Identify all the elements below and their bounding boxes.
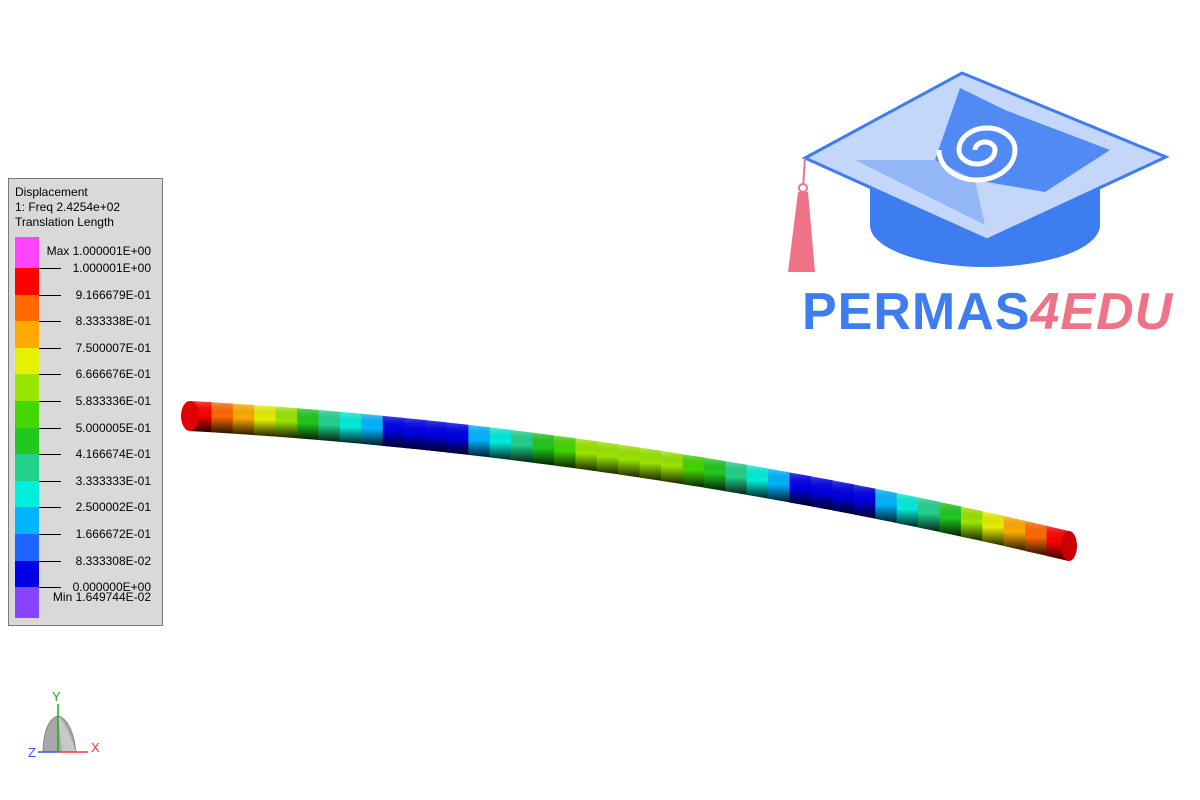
- beam-end-cap-right: [1061, 531, 1077, 561]
- beam-segment-shading: [768, 468, 791, 503]
- legend-band: [15, 268, 39, 295]
- beam-segment-shading: [425, 420, 448, 453]
- beam-segment-shading: [703, 457, 727, 492]
- legend-tick: [39, 427, 61, 429]
- beam-segment-shading: [575, 438, 598, 472]
- beam-segment-shading: [725, 461, 748, 495]
- legend-tick-label: 8.333338E-01: [75, 314, 151, 329]
- legend-band: [15, 237, 39, 268]
- beam-segment-shading: [468, 424, 491, 458]
- beam-segment-shading: [832, 480, 855, 515]
- logo-sub-text: 4EDU: [1030, 283, 1174, 341]
- legend-min-label: Min 1.649744E-02: [52, 590, 151, 604]
- legend-tick: [39, 347, 61, 349]
- legend-band: [15, 480, 39, 508]
- legend-band: [15, 401, 39, 428]
- beam-segment-shading: [1025, 520, 1048, 556]
- legend-tick: [39, 294, 61, 296]
- legend-band: [15, 427, 39, 455]
- logo-text: PERMAS4EDU: [802, 282, 1173, 342]
- legend-band: [15, 454, 39, 482]
- legend-band: [15, 347, 39, 375]
- legend-component: Translation Length: [15, 215, 114, 229]
- legend-band: [15, 534, 39, 561]
- beam-segment-shading: [361, 413, 384, 446]
- z-axis-label: Z: [28, 745, 36, 760]
- beam-segment-shading: [982, 511, 1005, 547]
- legend-tick: [39, 268, 61, 269]
- legend-tick: [39, 454, 61, 456]
- beam-segment-shading: [232, 403, 256, 436]
- beam-segment-shading: [853, 484, 877, 519]
- legend-tick-label: 8.333308E-02: [75, 553, 151, 568]
- beam-segment-shading: [489, 427, 513, 461]
- beam-segment-shading: [254, 405, 277, 437]
- legend-tick: [39, 534, 61, 535]
- legend-quantity: Displacement: [15, 185, 88, 199]
- beam-segment-shading: [682, 454, 705, 488]
- legend-tick-label: 4.166674E-01: [75, 447, 151, 462]
- legend-band: [15, 321, 39, 349]
- legend-band: [15, 374, 39, 402]
- legend-tick-label: 2.500002E-01: [75, 500, 151, 515]
- legend-tick: [39, 560, 61, 562]
- beam-segment-shading: [446, 422, 470, 455]
- legend-tick-label: 9.166679E-01: [75, 287, 151, 302]
- beam-segment-shading: [275, 406, 298, 439]
- beam-segment-shading: [532, 432, 555, 466]
- legend-tick-label: 3.333333E-01: [75, 473, 151, 488]
- legend-tick: [39, 374, 61, 376]
- legend-band: [15, 294, 39, 322]
- legend-tick-label: 6.666676E-01: [75, 367, 151, 382]
- legend-band: [15, 587, 39, 619]
- legend-tick-label: 5.833336E-01: [75, 394, 151, 408]
- beam-segment-shading: [511, 430, 534, 463]
- beam-segment-shading: [960, 506, 984, 542]
- beam-segment-shading: [875, 488, 898, 524]
- beam-segment-shading: [939, 501, 962, 537]
- legend-tick: [39, 321, 61, 323]
- beam-segment-shading: [404, 417, 427, 451]
- beam-segment-shading: [896, 493, 919, 528]
- beam-segment-shading: [661, 450, 684, 485]
- legend-tick-label: 5.000005E-01: [75, 420, 151, 435]
- contour-legend: Displacement 1: Freq 2.4254e+02 Translat…: [8, 178, 163, 626]
- beam-segment-shading: [811, 476, 834, 511]
- legend-tick-label: 0.000000E+00: [72, 580, 151, 595]
- beam-segment-shading: [339, 411, 363, 444]
- beam-segment-shading: [596, 441, 620, 475]
- legend-tick-label: 1.666672E-01: [75, 527, 151, 541]
- x-axis-label: X: [91, 740, 100, 755]
- beam-segment-shading: [297, 408, 320, 441]
- beam-segment-shading: [554, 435, 577, 469]
- beam-segment-shading: [318, 410, 341, 442]
- y-axis-label: Y: [52, 689, 61, 704]
- legend-tick: [39, 401, 61, 402]
- beam-segment-shading: [211, 402, 234, 434]
- legend-color-bar: [15, 237, 39, 619]
- legend-tick: [39, 507, 61, 509]
- legend-band: [15, 560, 39, 588]
- legend-step: 1: Freq 2.4254e+02: [15, 200, 121, 214]
- logo-main-text: PERMAS: [802, 283, 1031, 341]
- beam-segment-shading: [618, 444, 641, 478]
- beam-segment-shading: [382, 415, 405, 448]
- legend-tick-label: 7.500007E-01: [75, 340, 151, 355]
- beam-segment-shading: [918, 497, 941, 532]
- legend-max-label: Max 1.000001E+00: [46, 244, 151, 258]
- beam-end-cap-left: [181, 401, 199, 431]
- beam-segment-shading: [639, 447, 662, 481]
- beam-segment-shading: [789, 472, 812, 507]
- legend-tick: [39, 480, 61, 482]
- legend-tick-label: 1.000001E+00: [72, 261, 151, 275]
- legend-tick: [39, 587, 61, 589]
- beam-segment-shading: [1003, 516, 1026, 551]
- legend-band: [15, 507, 39, 535]
- beam-segment-shading: [746, 464, 769, 499]
